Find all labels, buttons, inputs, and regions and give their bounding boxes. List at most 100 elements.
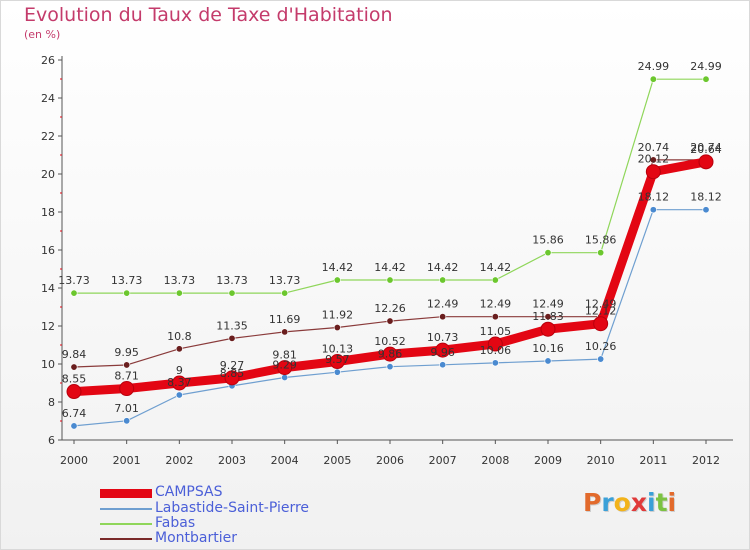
data-point (123, 361, 131, 369)
data-point (281, 328, 289, 336)
data-label: 12.49 (585, 298, 617, 311)
data-label: 10.13 (322, 343, 354, 356)
data-label: 9.29 (272, 358, 297, 371)
data-label: 10.26 (585, 340, 617, 353)
data-label: 9 (176, 364, 183, 377)
data-label: 13.73 (269, 274, 301, 287)
data-label: 20.74 (638, 141, 670, 154)
data-label: 12.12 (585, 305, 617, 318)
y-tick-label: 20 (41, 168, 55, 181)
data-label: 14.42 (374, 261, 406, 274)
legend-swatch (100, 523, 152, 525)
data-point (597, 355, 605, 363)
data-point (439, 361, 447, 369)
data-label: 10.8 (167, 330, 192, 343)
data-label: 24.99 (690, 60, 722, 73)
logo-letter: i (667, 488, 677, 517)
data-point (649, 206, 657, 214)
chart-subtitle: (en %) (24, 28, 61, 41)
y-tick-label: 6 (48, 434, 55, 447)
data-point (544, 249, 552, 257)
data-point (491, 276, 499, 284)
data-label: 11.05 (480, 325, 512, 338)
data-point (702, 75, 710, 83)
data-label: 18.12 (638, 191, 670, 204)
data-point (439, 313, 447, 321)
x-tick-label: 2012 (692, 454, 720, 467)
data-point (228, 334, 236, 342)
data-point (70, 363, 78, 371)
chart-title: Evolution du Taux de Taxe d'Habitation (24, 4, 393, 26)
data-point (544, 357, 552, 365)
data-point (645, 164, 661, 180)
data-label: 14.42 (427, 261, 459, 274)
data-point (491, 313, 499, 321)
data-point (175, 345, 183, 353)
data-point (439, 276, 447, 284)
x-tick-label: 2004 (271, 454, 299, 467)
data-point (333, 276, 341, 284)
data-point (70, 422, 78, 430)
data-point (175, 391, 183, 399)
data-point (228, 289, 236, 297)
data-label: 11.69 (269, 313, 301, 326)
data-point (649, 156, 657, 164)
data-label: 9.96 (430, 346, 455, 359)
legend-label: Fabas (155, 515, 196, 531)
data-label: 10.52 (374, 335, 406, 348)
y-tick-label: 24 (41, 92, 55, 105)
data-label: 8.71 (114, 370, 139, 383)
data-point (119, 381, 135, 397)
data-label: 7.01 (114, 402, 139, 415)
data-label: 11.35 (216, 319, 248, 332)
data-label: 20.64 (690, 143, 722, 156)
legend-swatch (100, 508, 152, 510)
logo-letter: r (601, 488, 614, 517)
data-label: 10.73 (427, 331, 459, 344)
logo-letter: i (647, 488, 656, 517)
x-tick-label: 2001 (113, 454, 141, 467)
y-tick-label: 12 (41, 320, 55, 333)
data-point (386, 276, 394, 284)
data-point (540, 321, 556, 337)
y-tick-label: 10 (41, 358, 55, 371)
data-label: 13.73 (111, 274, 143, 287)
data-label: 13.73 (58, 274, 90, 287)
y-tick-label: 14 (41, 282, 55, 295)
x-tick-label: 2007 (429, 454, 457, 467)
data-point (333, 368, 341, 376)
data-point (435, 342, 451, 358)
data-label: 12.49 (532, 298, 564, 311)
legend-label: Labastide-Saint-Pierre (155, 500, 310, 516)
logo-letter: P (583, 488, 602, 517)
x-tick-label: 2003 (218, 454, 246, 467)
y-tick-label: 26 (41, 54, 55, 67)
data-label: 18.12 (690, 191, 722, 204)
data-label: 9.86 (378, 348, 403, 361)
data-point (175, 289, 183, 297)
data-point (386, 317, 394, 325)
data-point (597, 249, 605, 257)
y-tick-label: 18 (41, 206, 55, 219)
data-label: 10.06 (480, 344, 512, 357)
data-point (123, 417, 131, 425)
x-tick-label: 2006 (376, 454, 404, 467)
data-label: 6.74 (62, 407, 87, 420)
data-point (491, 359, 499, 367)
data-point (171, 375, 187, 391)
data-point (487, 336, 503, 352)
data-point (386, 363, 394, 371)
data-label: 24.99 (638, 60, 670, 73)
x-tick-label: 2002 (165, 454, 193, 467)
legend-label: Montbartier (155, 530, 237, 546)
data-point (649, 75, 657, 83)
logo-letter: t (655, 488, 668, 517)
data-label: 12.49 (427, 298, 459, 311)
data-point (702, 206, 710, 214)
x-tick-label: 2005 (323, 454, 351, 467)
data-point (329, 354, 345, 370)
data-point (277, 360, 293, 376)
data-label: 14.42 (480, 261, 512, 274)
